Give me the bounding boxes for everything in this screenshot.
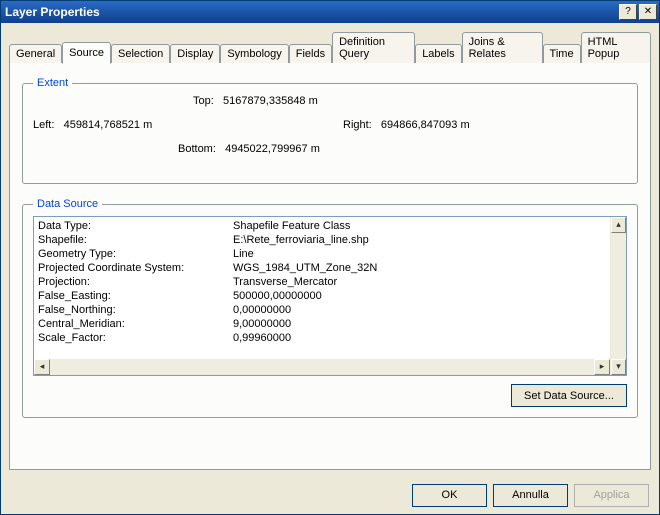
tab-html-popup[interactable]: HTML Popup: [581, 32, 651, 63]
close-button[interactable]: ✕: [639, 4, 657, 20]
help-button[interactable]: ?: [619, 4, 637, 20]
apply-button[interactable]: Applica: [574, 484, 649, 507]
extent-right-label: Right:: [343, 119, 372, 131]
extent-box: Top: 5167879,335848 m Left: 459814,76852…: [33, 95, 627, 173]
tab-fields[interactable]: Fields: [289, 44, 332, 63]
extent-left-label: Left:: [33, 119, 54, 131]
data-source-text: Data Type:Shapefile Feature Class Shapef…: [34, 217, 610, 375]
ds-row: Geometry Type:Line: [38, 247, 606, 261]
h-scrollbar[interactable]: ◂ ▸: [34, 359, 610, 375]
extent-group: Extent Top: 5167879,335848 m Left: 45981…: [22, 77, 638, 184]
ds-row: Shapefile:E:\Rete_ferroviaria_line.shp: [38, 233, 606, 247]
extent-legend: Extent: [33, 77, 72, 89]
tab-strip: General Source Selection Display Symbolo…: [9, 31, 651, 62]
extent-right-value: 694866,847093 m: [381, 119, 470, 131]
tab-panel-source: Extent Top: 5167879,335848 m Left: 45981…: [9, 62, 651, 470]
tab-definition-query[interactable]: Definition Query: [332, 32, 415, 63]
cancel-button[interactable]: Annulla: [493, 484, 568, 507]
data-source-box: Data Type:Shapefile Feature Class Shapef…: [33, 216, 627, 376]
tab-display[interactable]: Display: [170, 44, 220, 63]
v-scrollbar[interactable]: ▴ ▾: [610, 217, 626, 375]
ds-row: Scale_Factor:0,99960000: [38, 331, 606, 345]
set-data-source-button[interactable]: Set Data Source...: [511, 384, 627, 407]
ds-row: False_Northing:0,00000000: [38, 303, 606, 317]
scroll-up-icon[interactable]: ▴: [611, 217, 626, 233]
ds-row: Data Type:Shapefile Feature Class: [38, 219, 606, 233]
content-area: General Source Selection Display Symbolo…: [1, 23, 659, 476]
tab-time[interactable]: Time: [543, 44, 581, 63]
extent-top-value: 5167879,335848 m: [223, 95, 318, 107]
tab-source[interactable]: Source: [62, 42, 111, 64]
ds-row: Projected Coordinate System:WGS_1984_UTM…: [38, 261, 606, 275]
scroll-v-track[interactable]: [611, 233, 626, 359]
tab-labels[interactable]: Labels: [415, 44, 461, 63]
ok-button[interactable]: OK: [412, 484, 487, 507]
layer-properties-window: Layer Properties ? ✕ General Source Sele…: [0, 0, 660, 515]
scroll-left-icon[interactable]: ◂: [34, 359, 50, 375]
dialog-footer: OK Annulla Applica: [1, 476, 659, 514]
ds-row: False_Easting:500000,00000000: [38, 289, 606, 303]
window-title: Layer Properties: [5, 5, 617, 19]
extent-bottom-label: Bottom:: [178, 143, 216, 155]
scroll-h-track[interactable]: [50, 359, 594, 375]
scroll-down-icon[interactable]: ▾: [611, 359, 626, 375]
ds-row: Projection:Transverse_Mercator: [38, 275, 606, 289]
data-source-legend: Data Source: [33, 198, 102, 210]
tab-general[interactable]: General: [9, 44, 62, 63]
tab-joins-relates[interactable]: Joins & Relates: [462, 32, 543, 63]
title-bar[interactable]: Layer Properties ? ✕: [1, 1, 659, 23]
ds-row: Central_Meridian:9,00000000: [38, 317, 606, 331]
data-source-group: Data Source Data Type:Shapefile Feature …: [22, 198, 638, 418]
tab-symbology[interactable]: Symbology: [220, 44, 288, 63]
scroll-right-icon[interactable]: ▸: [594, 359, 610, 375]
extent-bottom-value: 4945022,799967 m: [225, 143, 320, 155]
extent-left-value: 459814,768521 m: [64, 119, 153, 131]
extent-top-label: Top:: [193, 95, 214, 107]
tab-selection[interactable]: Selection: [111, 44, 170, 63]
